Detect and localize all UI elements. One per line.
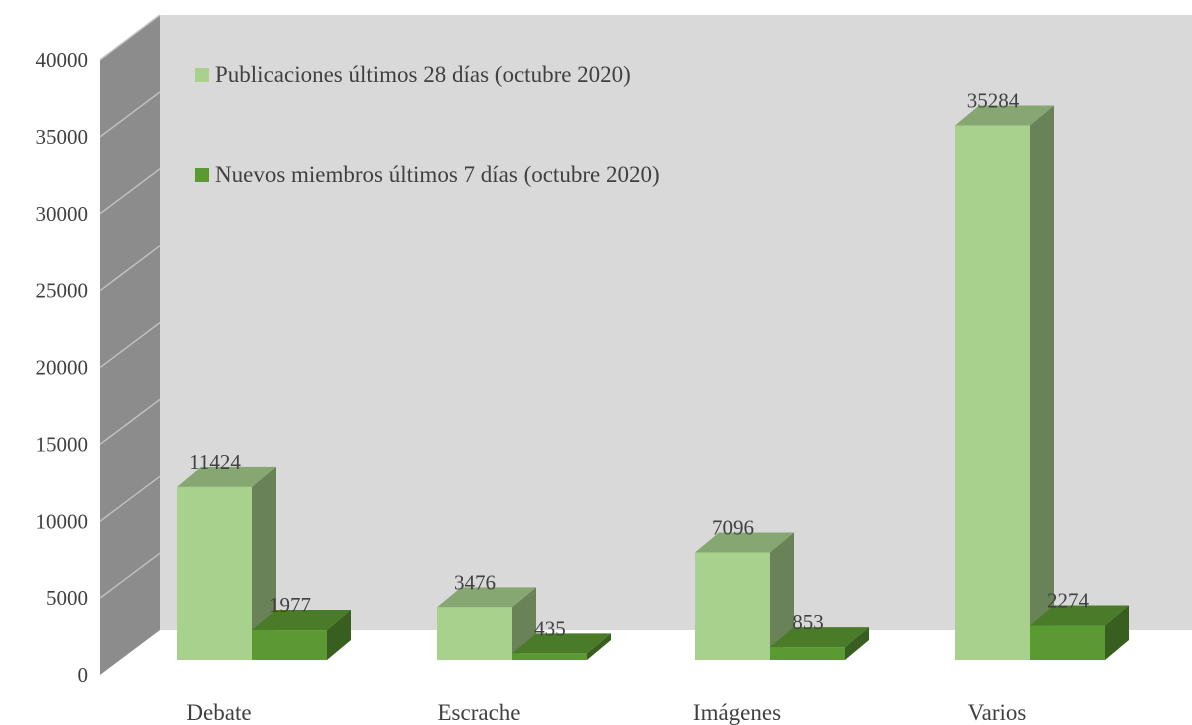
- bar-side: [770, 532, 794, 660]
- legend-entry: Nuevos miembros últimos 7 días (octubre …: [195, 160, 715, 190]
- bar: [252, 630, 327, 660]
- grid-line: [99, 14, 161, 61]
- x-tick-label: Debate: [186, 700, 251, 725]
- bar-top: [770, 627, 869, 648]
- data-label: 35284: [967, 88, 1020, 112]
- legend-swatch: [195, 68, 209, 82]
- bar-top: [695, 532, 794, 553]
- bar: [437, 607, 512, 660]
- data-label: 853: [792, 610, 824, 634]
- back-wall: [160, 15, 1192, 630]
- y-tick-label: 35000: [36, 125, 89, 149]
- grid-line: [99, 91, 161, 138]
- y-tick-label: 0: [78, 663, 89, 687]
- bar: [512, 653, 587, 660]
- x-tick-label: Varios: [968, 700, 1027, 725]
- legend-label: Publicaciones últimos 28 días (octubre 2…: [215, 62, 631, 87]
- grid-line: [99, 552, 161, 599]
- bar-top: [437, 587, 536, 608]
- bar-top: [512, 633, 611, 654]
- bar-top: [252, 610, 351, 631]
- bar-side: [1105, 605, 1129, 660]
- bar: [770, 647, 845, 660]
- data-label: 7096: [712, 515, 754, 539]
- y-tick-label: 15000: [36, 432, 89, 456]
- y-tick-label: 40000: [36, 48, 89, 72]
- legend-swatch: [195, 168, 209, 182]
- grid-line: [99, 398, 161, 445]
- grid-line: [99, 475, 161, 522]
- grid-line: [99, 245, 161, 292]
- grid-line: [99, 168, 161, 215]
- bar: [955, 125, 1030, 661]
- bar-side: [587, 633, 611, 660]
- bar-top: [1030, 605, 1129, 626]
- bar-top: [955, 105, 1054, 126]
- bar-top: [177, 466, 276, 487]
- bar-side: [1030, 105, 1054, 661]
- y-tick-label: 10000: [36, 509, 89, 533]
- bar: [1030, 625, 1105, 660]
- y-tick-label: 5000: [46, 586, 88, 610]
- bar-side: [252, 466, 276, 660]
- y-tick-label: 25000: [36, 279, 89, 303]
- data-label: 11424: [189, 450, 241, 474]
- x-tick-label: Escrache: [438, 700, 521, 725]
- bar-side: [845, 627, 869, 660]
- y-tick-label: 20000: [36, 356, 89, 380]
- legend-entry: Publicaciones últimos 28 días (octubre 2…: [195, 60, 715, 90]
- bar: [695, 552, 770, 660]
- data-label: 2274: [1047, 589, 1090, 613]
- bar-side: [327, 610, 351, 660]
- data-label: 435: [534, 616, 566, 640]
- bar: [177, 486, 252, 660]
- data-label: 3476: [454, 570, 496, 594]
- data-label: 1977: [269, 593, 311, 617]
- y-tick-label: 30000: [36, 202, 89, 226]
- x-tick-label: Imágenes: [693, 700, 781, 725]
- grid-line: [99, 321, 161, 369]
- legend-label: Nuevos miembros últimos 7 días (octubre …: [215, 162, 660, 187]
